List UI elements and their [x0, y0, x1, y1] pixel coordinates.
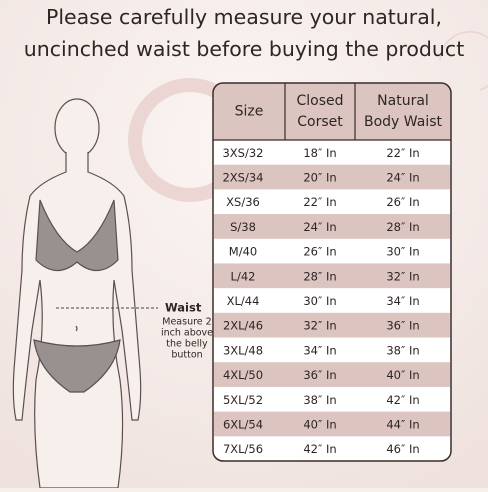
table-cell: 22″ In — [303, 195, 336, 209]
header-bg — [213, 83, 451, 140]
table-header: Natural — [377, 93, 429, 109]
table-cell: 5XL/52 — [223, 393, 263, 407]
table-cell: 34″ In — [303, 343, 336, 357]
waist-note: inch above — [161, 328, 213, 339]
table-cell: 2XL/46 — [223, 319, 263, 333]
table-cell: 42″ In — [386, 393, 419, 407]
table-cell: M/40 — [229, 245, 257, 259]
table-cell: 22″ In — [386, 146, 419, 160]
waist-note: button — [171, 350, 202, 361]
table-cell: 34″ In — [386, 294, 419, 308]
table-cell: 38″ In — [386, 343, 419, 357]
table-cell: 2XS/34 — [222, 171, 263, 185]
title-line: uncinched waist before buying the produc… — [24, 37, 464, 61]
table-cell: 26″ In — [386, 195, 419, 209]
row-bg — [214, 312, 450, 338]
table-cell: 36″ In — [303, 368, 336, 382]
table-cell: XS/36 — [226, 195, 260, 209]
figure — [12, 98, 142, 489]
table-cell: 4XL/50 — [223, 368, 263, 382]
waist-label: Waist — [165, 301, 202, 315]
table-cell: 28″ In — [303, 269, 336, 283]
table-border — [212, 82, 452, 462]
table-cell: 40″ In — [303, 417, 336, 431]
table-cell: 20″ In — [303, 171, 336, 185]
table-cell: 3XL/48 — [223, 343, 263, 357]
table-cell: 32″ In — [386, 269, 419, 283]
table-cell: 28″ In — [386, 220, 419, 234]
table-cell: L/42 — [231, 269, 256, 283]
table-cell: 46″ In — [386, 442, 419, 456]
table-cell: 30″ In — [386, 245, 419, 259]
row-bg — [214, 164, 450, 190]
table-header: Corset — [297, 114, 343, 130]
table-cell: 6XL/54 — [223, 417, 263, 431]
table-header: Body Waist — [364, 114, 443, 130]
table-cell: S/38 — [230, 220, 256, 234]
table-cell: 24″ In — [386, 171, 419, 185]
table-cell: 3XS/32 — [222, 146, 263, 160]
waist-note: Measure 2 — [162, 317, 211, 328]
table-cell: 40″ In — [386, 368, 419, 382]
table-cell: XL/44 — [227, 294, 260, 308]
row-bg — [214, 362, 450, 387]
table-cell: 32″ In — [303, 319, 336, 333]
table-cell: 38″ In — [303, 393, 336, 407]
row-bg — [214, 263, 450, 289]
table-cell: 7XL/56 — [223, 442, 263, 456]
table-cell: 42″ In — [303, 442, 336, 456]
table-cell: 26″ In — [303, 245, 336, 259]
table-cell: 24″ In — [303, 220, 336, 234]
table-cell: 30″ In — [303, 294, 336, 308]
table-cell: 44″ In — [386, 417, 419, 431]
waist-note: the belly — [166, 339, 208, 350]
row-bg — [214, 411, 450, 437]
row-bg — [214, 214, 450, 239]
title-line: Please carefully measure your natural, — [46, 5, 442, 29]
table-header: Closed — [296, 93, 343, 109]
table-header: Size — [235, 104, 264, 120]
table-cell: 36″ In — [386, 319, 419, 333]
table-cell: 18″ In — [303, 146, 336, 160]
